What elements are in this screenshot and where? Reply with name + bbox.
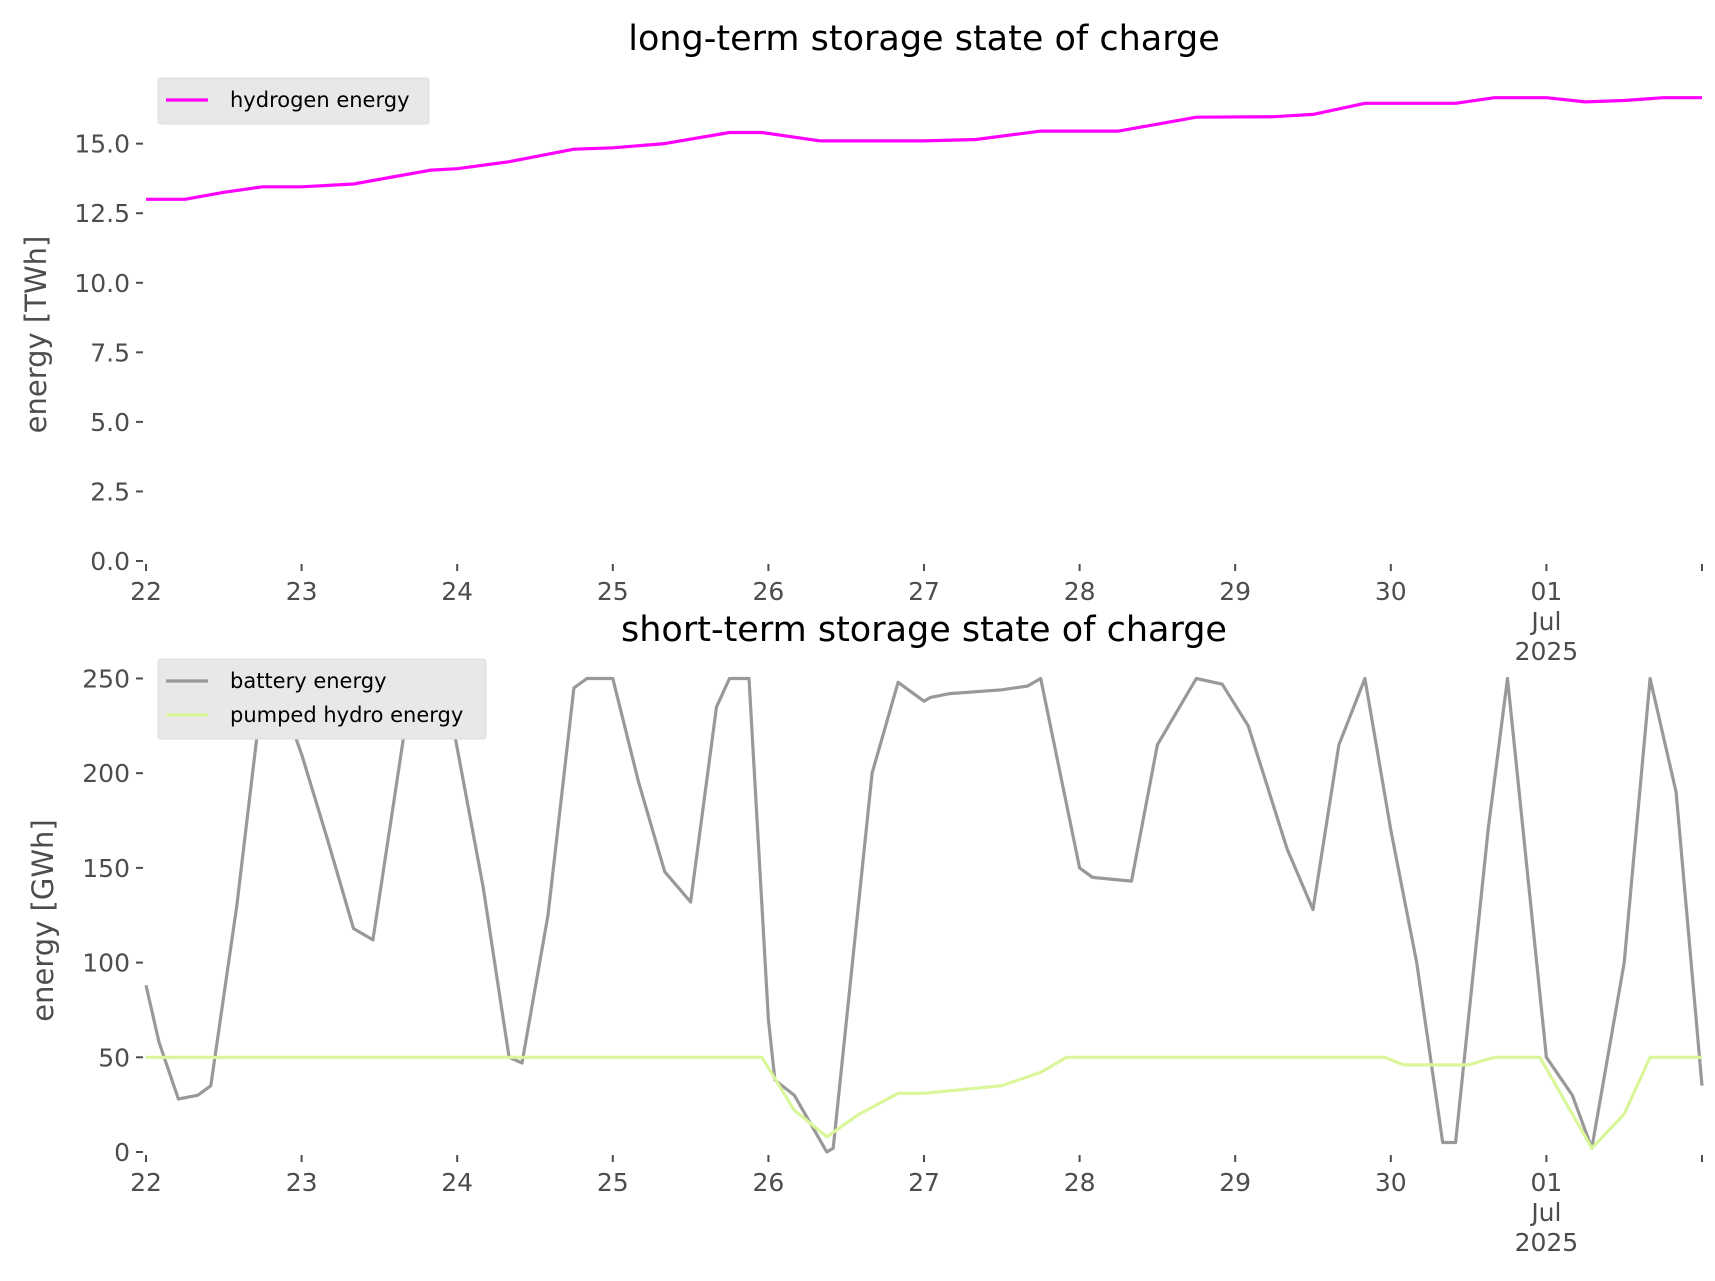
x-tick-label: 27	[908, 577, 940, 606]
x-tick-label: 23	[286, 577, 318, 606]
x-tick-month-label: Jul	[1529, 607, 1561, 636]
y-axis-label: energy [GWh]	[26, 819, 60, 1021]
y-tick-label: 15.0	[74, 130, 130, 159]
x-tick-label: 24	[441, 1168, 473, 1197]
x-tick-label: 22	[130, 577, 162, 606]
y-tick-label: 250	[82, 664, 130, 693]
x-tick-label: 29	[1219, 1168, 1251, 1197]
legend-label: hydrogen energy	[230, 88, 410, 112]
x-tick-label: 30	[1375, 1168, 1407, 1197]
y-tick-label: 5.0	[90, 408, 130, 437]
x-tick-label: 29	[1219, 577, 1251, 606]
x-tick-month-label: Jul	[1529, 1198, 1561, 1227]
x-tick-label: 01	[1530, 1168, 1562, 1197]
y-tick-label: 100	[82, 949, 130, 978]
x-tick-label: 25	[597, 577, 629, 606]
chart-title: short-term storage state of charge	[621, 610, 1227, 650]
series-line-battery-energy	[144, 676, 1704, 1154]
x-tick-label: 30	[1375, 577, 1407, 606]
x-tick-label: 28	[1064, 577, 1096, 606]
y-tick-label: 7.5	[90, 338, 130, 367]
y-axis-label: energy [TWh]	[19, 236, 53, 434]
chart-title: long-term storage state of charge	[628, 19, 1220, 59]
y-tick-label: 12.5	[74, 199, 130, 228]
x-tick-label: 25	[597, 1168, 629, 1197]
x-tick-year-label: 2025	[1515, 1228, 1579, 1257]
x-tick-label: 27	[908, 1168, 940, 1197]
x-tick-label: 28	[1064, 1168, 1096, 1197]
x-tick-label: 26	[752, 577, 784, 606]
y-tick-label: 50	[98, 1043, 130, 1072]
x-tick-label: 26	[752, 1168, 784, 1197]
x-tick-label: 24	[441, 577, 473, 606]
x-tick-label: 22	[130, 1168, 162, 1197]
legend-box	[157, 77, 430, 125]
y-tick-label: 0	[114, 1138, 130, 1167]
series-line-hydrogen-energy	[146, 96, 1702, 201]
x-tick-label: 23	[286, 1168, 318, 1197]
y-tick-label: 10.0	[74, 269, 130, 298]
y-tick-label: 150	[82, 854, 130, 883]
legend-label: pumped hydro energy	[230, 703, 463, 727]
y-tick-label: 2.5	[90, 477, 130, 506]
legend-box	[157, 658, 487, 740]
legend-label: battery energy	[230, 669, 387, 693]
series-line-pumped-hydro-energy	[146, 1055, 1702, 1150]
y-tick-label: 0.0	[90, 547, 130, 576]
x-tick-label: 01	[1530, 577, 1562, 606]
x-tick-year-label: 2025	[1515, 637, 1579, 666]
y-tick-label: 200	[82, 759, 130, 788]
